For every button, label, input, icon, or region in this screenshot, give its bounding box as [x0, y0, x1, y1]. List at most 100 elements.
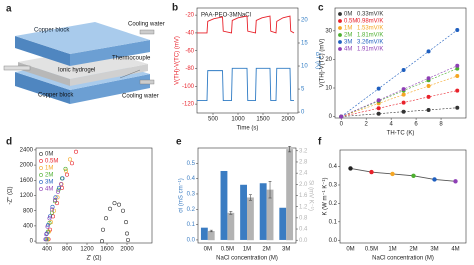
point: [55, 189, 60, 194]
bar: [286, 149, 294, 241]
point: [401, 109, 406, 114]
point: [455, 27, 460, 32]
diagram-text: Copper block: [34, 28, 70, 34]
hydrogel-face: [70, 64, 148, 86]
legend-marker: [39, 152, 43, 156]
y-tick-label: 0: [329, 114, 333, 120]
legend-annotation: 3.26mV/K: [357, 40, 383, 46]
point: [55, 195, 60, 200]
diagram-text: Copper block: [38, 93, 74, 99]
x-tick-label: 400: [42, 247, 53, 253]
bar: [279, 207, 287, 240]
x-tick-label: 0M: [204, 247, 212, 253]
x-tick-label: 2: [365, 122, 369, 128]
point: [112, 201, 117, 206]
panel-label: c: [318, 3, 324, 14]
y-tick-label: 0.2: [329, 201, 338, 207]
y-tick-label: 800: [23, 208, 34, 214]
point: [65, 172, 70, 177]
y2-tick-label: 3.2: [299, 148, 308, 154]
y-tick-label: 0.2: [187, 207, 196, 213]
point: [104, 216, 109, 221]
legend-label: 0M: [45, 152, 53, 158]
point: [43, 237, 48, 242]
y-axis-label: V(TH)-V(TC) (mV): [175, 36, 181, 85]
y-tick-label: 0.0: [187, 238, 196, 244]
point: [426, 49, 431, 54]
x-tick-label: 2000: [120, 247, 134, 253]
x-tick-label: 1000: [231, 117, 245, 123]
point: [70, 161, 75, 166]
x-tick-label: 3M: [430, 247, 438, 253]
point: [339, 114, 344, 119]
diagram-text: Cooling water: [128, 22, 165, 28]
plot-frame: [334, 7, 467, 119]
annotation: PAA-PEO-3MNaCl: [201, 13, 251, 19]
y-tick-label: 1200: [20, 193, 34, 199]
x-tick-label: 0.5M: [221, 247, 234, 253]
x-axis-label: NaCl concentration (M): [216, 256, 278, 262]
y-tick-label: 2400: [20, 147, 34, 153]
legend-marker: [338, 26, 342, 30]
point: [49, 210, 54, 215]
point: [121, 208, 126, 213]
y-axis-label: -Z'' (Ω): [8, 186, 14, 204]
legend-marker: [39, 187, 43, 191]
y2-tick-label: 2.4: [299, 171, 308, 177]
x-tick-label: 0: [340, 122, 344, 128]
point: [45, 224, 50, 229]
bar: [266, 189, 274, 241]
point: [63, 166, 68, 171]
y2-axis-label: Si (mV K⁻¹): [307, 180, 313, 211]
y-tick-label: 0.4: [329, 164, 338, 170]
legend-annotation: 1.53mV/K: [357, 26, 383, 32]
legend-annotation: 0.33mV/K: [357, 12, 383, 18]
point: [101, 227, 106, 232]
marker: [348, 166, 353, 171]
y2-tick-label: 20: [301, 18, 308, 24]
panel-label: d: [6, 137, 12, 148]
point: [125, 231, 130, 236]
point: [455, 105, 460, 110]
point: [455, 63, 460, 68]
error-bar: [229, 211, 233, 215]
point: [376, 106, 381, 111]
x-tick-label: 0M: [346, 247, 354, 253]
y-axis-label: K (W m⁻¹ K⁻¹): [323, 178, 329, 216]
marker: [411, 173, 416, 178]
legend-label: 2M: [344, 33, 352, 39]
point: [401, 92, 406, 97]
error-bar: [209, 229, 213, 233]
y-tick-label: 0.4: [187, 176, 196, 182]
legend-marker: [338, 19, 342, 23]
marker: [369, 169, 374, 175]
bar: [220, 170, 228, 240]
bar: [259, 183, 267, 240]
thermocouple: [3, 65, 31, 71]
y-tick-label: 0.1: [187, 222, 196, 228]
error-bar: [248, 194, 252, 201]
y2-tick-label: 1.6: [299, 193, 308, 199]
y-tick-label: 2000: [20, 163, 34, 169]
x-axis-label: TH-TC (K): [387, 131, 415, 137]
point: [50, 204, 55, 209]
legend-annotation: 1.81mV/K: [357, 33, 383, 39]
x-tick-label: 1M: [388, 247, 396, 253]
y-axis-label: V(TH)-V(TC) (mV): [320, 39, 326, 88]
x-tick-label: 4: [389, 122, 393, 128]
x-tick-label: 1500: [256, 117, 270, 123]
x-tick-label: 1M: [243, 247, 251, 253]
x-axis-label: Time (s): [237, 126, 259, 132]
x-tick-label: 1200: [80, 247, 94, 253]
marker: [390, 171, 395, 177]
x-tick-label: 2M: [409, 247, 417, 253]
legend-label: 3M: [344, 40, 352, 46]
error-bar: [288, 146, 292, 153]
y-tick-label: -60: [185, 48, 194, 54]
block-face: [70, 40, 150, 66]
legend-label: 1M: [344, 26, 352, 32]
point: [53, 195, 58, 200]
y-tick-label: 0.3: [187, 192, 196, 198]
x-axis-label: Z' (Ω): [87, 256, 102, 262]
